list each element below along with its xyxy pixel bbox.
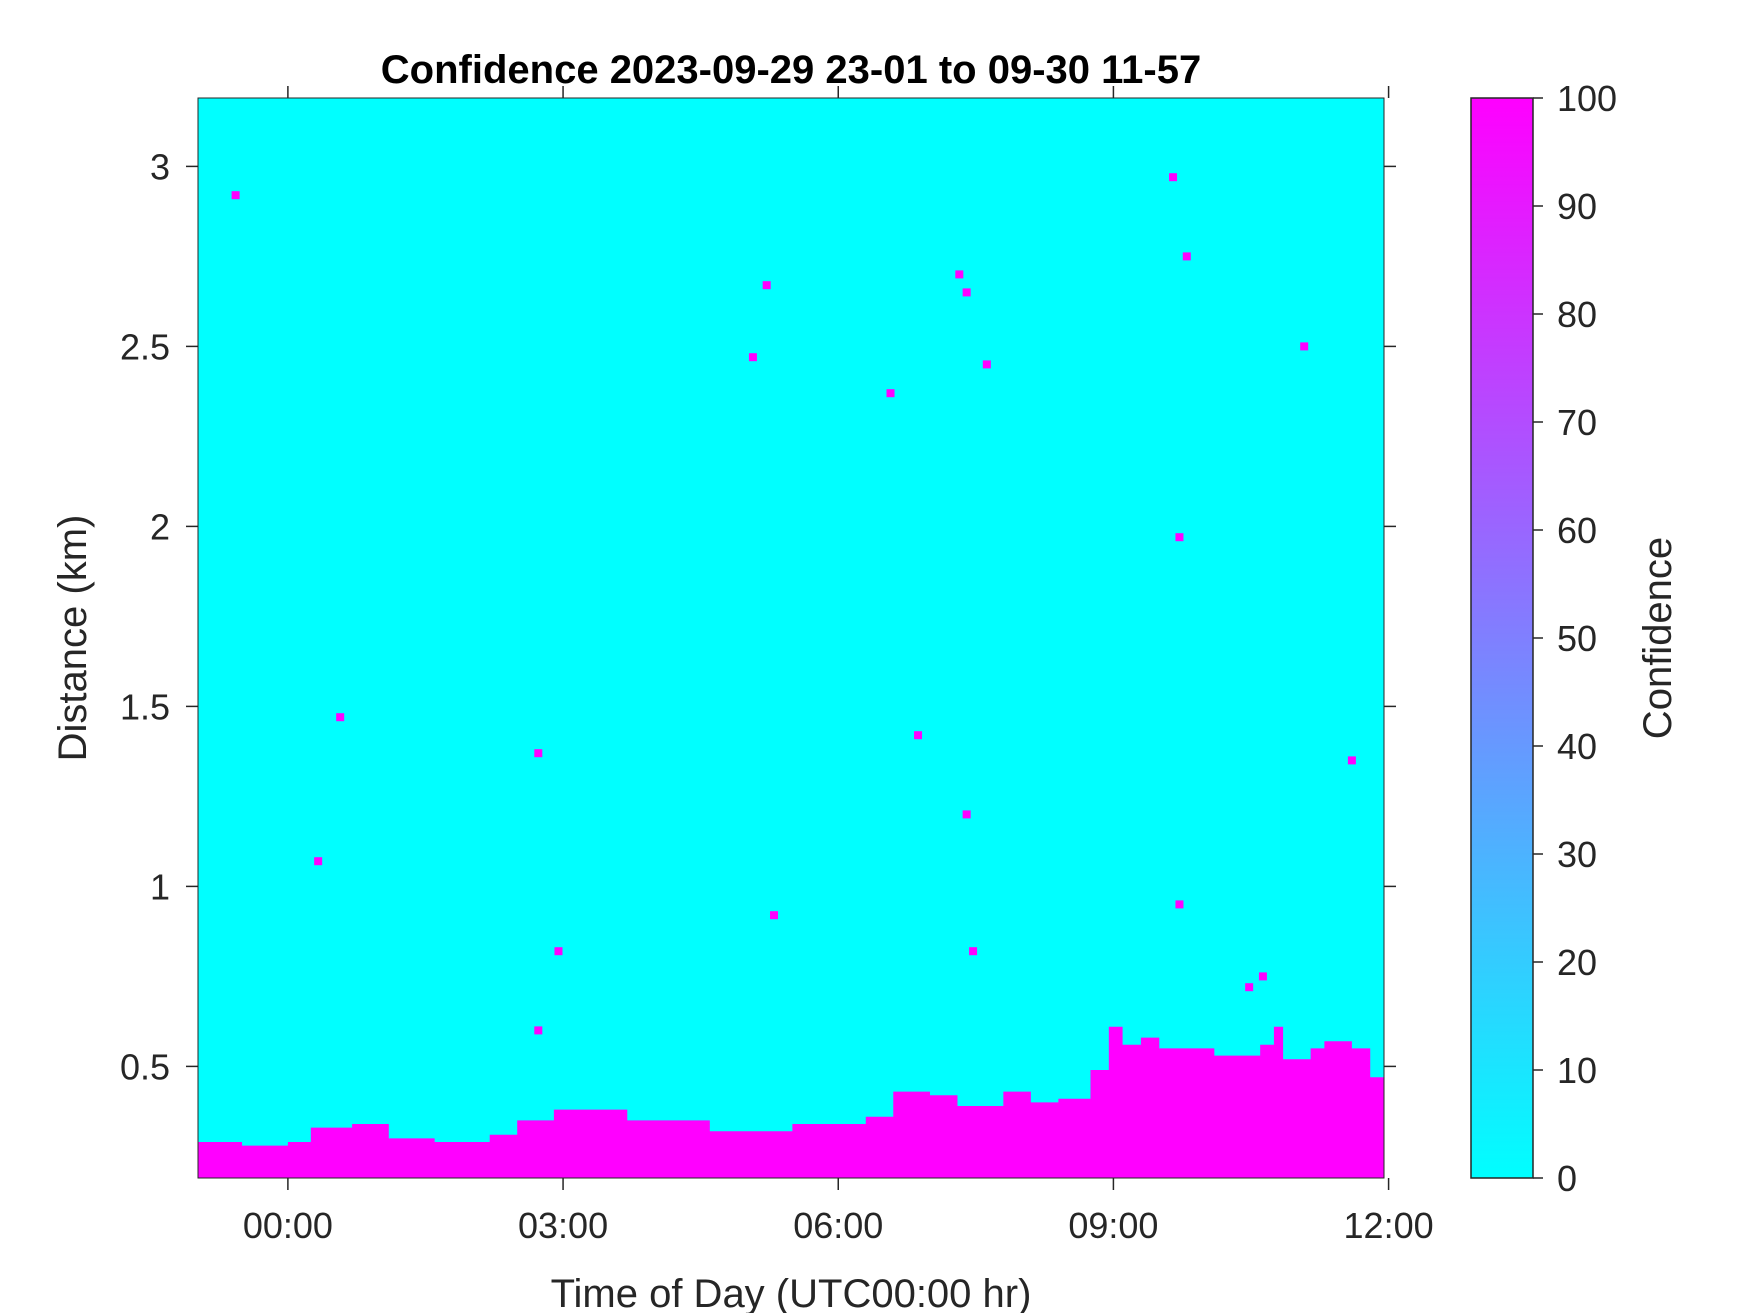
x-tick-label: 12:00 bbox=[1344, 1205, 1434, 1246]
y-tick-label: 1 bbox=[150, 866, 170, 907]
colorbar-tick-label: 80 bbox=[1557, 294, 1597, 335]
colorbar-tick-label: 70 bbox=[1557, 402, 1597, 443]
colorbar-gradient bbox=[1470, 97, 1534, 1179]
x-axis-ticks: 00:00 03:00 06:00 09:00 12:00 bbox=[243, 86, 1434, 1246]
y-tick-label: 2.5 bbox=[120, 326, 170, 367]
high-confidence-cell bbox=[1175, 533, 1184, 542]
plot-frame bbox=[197, 97, 1385, 1179]
high-confidence-cell bbox=[314, 857, 323, 866]
high-confidence-cell bbox=[748, 353, 757, 362]
chart-title: Confidence 2023-09-29 23-01 to 09-30 11-… bbox=[381, 48, 1201, 92]
high-confidence-cell bbox=[534, 1026, 543, 1035]
high-confidence-cell bbox=[1347, 756, 1356, 765]
high-confidence-cell bbox=[886, 389, 895, 398]
colorbar-tick-label: 10 bbox=[1557, 1050, 1597, 1091]
high-confidence-cell bbox=[762, 281, 771, 290]
colorbar-tick-label: 60 bbox=[1557, 510, 1597, 551]
high-confidence-cell bbox=[1169, 173, 1178, 182]
y-tick-label: 2 bbox=[150, 506, 170, 547]
colorbar-tick-label: 20 bbox=[1557, 942, 1597, 983]
heatmap-background bbox=[198, 98, 1384, 1178]
high-confidence-cell bbox=[1245, 983, 1254, 992]
colorbar-tick-label: 50 bbox=[1557, 618, 1597, 659]
high-confidence-cell bbox=[231, 191, 240, 200]
high-confidence-layer bbox=[198, 1026, 1384, 1178]
x-tick-label: 03:00 bbox=[518, 1205, 608, 1246]
x-tick-label: 06:00 bbox=[793, 1205, 883, 1246]
high-confidence-cell bbox=[914, 731, 923, 740]
high-confidence-cell bbox=[955, 270, 964, 279]
high-confidence-cell bbox=[554, 947, 563, 956]
y-axis-label: Distance (km) bbox=[51, 515, 95, 762]
plot-area bbox=[197, 97, 1385, 1179]
colorbar-ticks: 0 10 20 30 40 50 60 70 80 90 100 bbox=[1533, 78, 1617, 1199]
x-tick-label: 00:00 bbox=[243, 1205, 333, 1246]
y-tick-label: 3 bbox=[150, 146, 170, 187]
high-confidence-cell bbox=[336, 713, 345, 722]
high-confidence-cell bbox=[982, 360, 991, 369]
x-tick-label: 09:00 bbox=[1068, 1205, 1158, 1246]
high-confidence-cell bbox=[1182, 252, 1191, 261]
colorbar-tick-label: 40 bbox=[1557, 726, 1597, 767]
high-confidence-cell bbox=[1258, 972, 1267, 981]
high-confidence-cell bbox=[962, 288, 971, 297]
y-tick-label: 0.5 bbox=[120, 1046, 170, 1087]
high-confidence-cell bbox=[1300, 342, 1309, 351]
y-axis-ticks: 0.5 1 1.5 2 2.5 3 bbox=[120, 146, 1396, 1087]
high-confidence-cell bbox=[962, 810, 971, 819]
colorbar: 0 10 20 30 40 50 60 70 80 90 100 Confidence bbox=[1470, 78, 1680, 1199]
high-confidence-cell bbox=[770, 911, 779, 920]
colorbar-tick-label: 0 bbox=[1557, 1158, 1577, 1199]
colorbar-tick-label: 30 bbox=[1557, 834, 1597, 875]
colorbar-tick-label: 100 bbox=[1557, 78, 1617, 119]
y-tick-label: 1.5 bbox=[120, 686, 170, 727]
high-confidence-cell bbox=[534, 749, 543, 758]
colorbar-label: Confidence bbox=[1636, 537, 1680, 739]
x-axis-label: Time of Day (UTC00:00 hr) bbox=[551, 1272, 1032, 1313]
high-confidence-cell bbox=[1175, 900, 1184, 909]
high-confidence-cell bbox=[969, 947, 978, 956]
colorbar-tick-label: 90 bbox=[1557, 186, 1597, 227]
